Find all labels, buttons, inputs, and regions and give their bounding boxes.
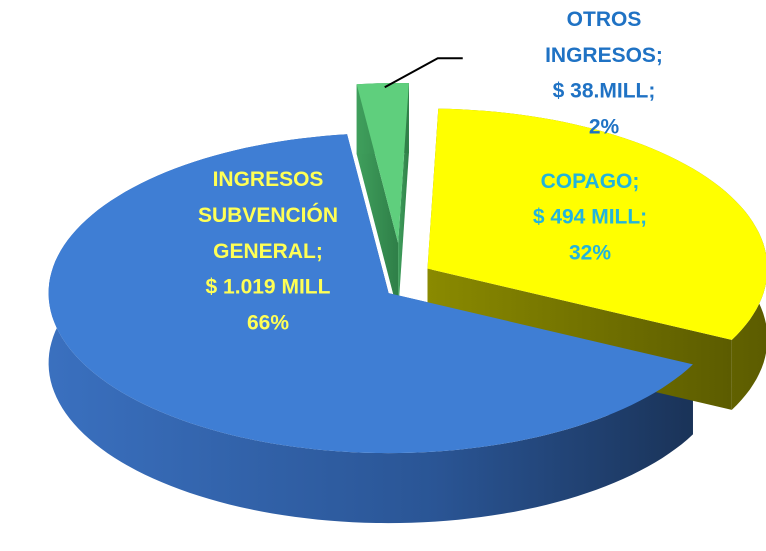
category-label: OTROS INGRESOS;	[545, 8, 663, 67]
slice	[356, 83, 409, 243]
slice-tops	[48, 83, 766, 454]
labels: INGRESOS SUBVENCIÓN GENERAL; $ 1.019 MILL 66…	[198, 8, 663, 335]
category-label: COPAGO;	[541, 170, 640, 193]
value-label: $ 38.MILL;	[553, 80, 656, 103]
leader-line	[384, 57, 463, 89]
category-label: INGRESOS SUBVENCIÓN GENERAL;	[198, 168, 338, 263]
percent-label: 66%	[247, 312, 289, 335]
percent-label: 2%	[589, 116, 620, 139]
value-label: $ 1.019 MILL	[206, 276, 331, 299]
percent-label: 32%	[569, 242, 611, 265]
slice	[48, 134, 693, 454]
value-label: $ 494 MILL;	[533, 206, 647, 229]
slice	[427, 108, 766, 340]
